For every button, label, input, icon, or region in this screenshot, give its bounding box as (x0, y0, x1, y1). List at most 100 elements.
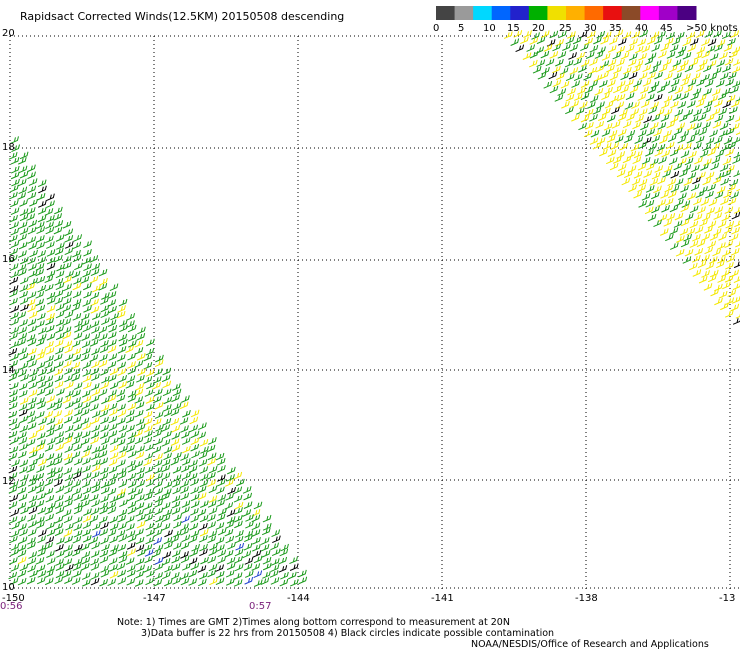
wind-barb (707, 148, 716, 157)
wind-barb (698, 94, 707, 102)
wind-barb (725, 261, 734, 270)
wind-barb (672, 59, 682, 67)
wind-barb (732, 283, 740, 291)
wind-barb (179, 417, 189, 425)
wind-barb (585, 51, 595, 59)
wind-barb (28, 311, 38, 319)
wind-barb (8, 152, 18, 160)
lat-label: 10 (2, 582, 15, 593)
wind-barb (64, 473, 74, 482)
wind-barb (180, 555, 190, 564)
wind-barb (173, 520, 182, 529)
wind-barb (656, 143, 666, 152)
wind-barb (640, 100, 650, 108)
wind-barb (279, 548, 289, 557)
wind-barb (638, 108, 648, 116)
wind-barb (145, 443, 154, 452)
wind-barb (143, 425, 153, 433)
wind-barb (27, 564, 37, 573)
wind-barb (216, 544, 225, 552)
legend-swatch (454, 6, 474, 20)
wind-barb (107, 319, 117, 327)
wind-barb (651, 44, 660, 52)
wind-barb (35, 298, 45, 307)
wind-barb (37, 250, 46, 258)
wind-barb (134, 360, 144, 368)
wind-barb (74, 408, 83, 417)
wind-barb (631, 177, 641, 186)
wind-barb (714, 44, 723, 52)
wind-barb (74, 320, 83, 328)
wind-barb (680, 78, 690, 87)
wind-barb (36, 432, 46, 440)
wind-barb (99, 345, 109, 354)
wind-barb (134, 396, 144, 404)
wind-barb (19, 443, 28, 451)
wind-barb (19, 151, 29, 160)
wind-barb (180, 527, 190, 536)
wind-barb (36, 241, 46, 250)
wind-barb (208, 485, 218, 494)
wind-barb (217, 465, 226, 473)
wind-barb (8, 501, 18, 509)
wind-barb (99, 515, 108, 524)
wind-barb (640, 122, 649, 131)
wind-barb (62, 331, 72, 340)
wind-barb (125, 345, 134, 353)
wind-barb (72, 249, 81, 258)
wind-barb (44, 487, 54, 496)
wind-barb (145, 536, 155, 545)
wind-barb (35, 557, 45, 565)
wind-barb (289, 578, 299, 587)
wind-barb (554, 94, 564, 102)
wind-barb (10, 529, 20, 538)
wind-barb (670, 184, 680, 193)
wind-barb (91, 485, 101, 494)
wind-barb (262, 514, 272, 523)
wind-barb (600, 71, 609, 80)
wind-barb (182, 445, 191, 454)
wind-barb (653, 36, 663, 45)
wind-barb (698, 128, 708, 136)
wind-barb (90, 403, 99, 412)
wind-barb (38, 458, 47, 467)
wind-barb (28, 431, 38, 440)
wind-barb (18, 268, 27, 277)
wind-barb (10, 221, 19, 230)
wind-barb (162, 367, 172, 376)
wind-barb (107, 345, 117, 354)
wind-barb (722, 281, 731, 290)
wind-barb (27, 528, 37, 537)
wind-barb (671, 37, 681, 46)
wind-barb (64, 457, 74, 466)
wind-barb (170, 417, 180, 426)
wind-barb (83, 381, 92, 390)
wind-barb (622, 120, 632, 129)
wind-barb (703, 158, 712, 166)
wind-barb (64, 432, 74, 440)
wind-barb (35, 268, 44, 277)
wind-barb (692, 255, 701, 263)
wind-barb (682, 256, 692, 264)
wind-barb (722, 100, 732, 109)
wind-barb (606, 64, 615, 73)
wind-barb (704, 226, 713, 234)
wind-barb (584, 86, 594, 94)
wind-barb (586, 30, 596, 39)
wind-barb (557, 88, 567, 96)
wind-barb (20, 256, 29, 265)
wind-barb (625, 92, 635, 101)
wind-barb (99, 549, 109, 558)
wind-barb (695, 99, 705, 108)
wind-barb (687, 100, 696, 108)
wind-barb (154, 453, 163, 461)
wind-barb (146, 381, 155, 390)
wind-barb (153, 522, 163, 530)
note-line-1: Note: 1) Times are GMT 2)Times along bot… (117, 617, 510, 628)
wind-barb (98, 444, 108, 452)
wind-barb (91, 541, 101, 550)
wind-barb (623, 135, 633, 144)
wind-barb (715, 260, 725, 269)
wind-barb (38, 529, 47, 537)
wind-barb (45, 494, 55, 503)
